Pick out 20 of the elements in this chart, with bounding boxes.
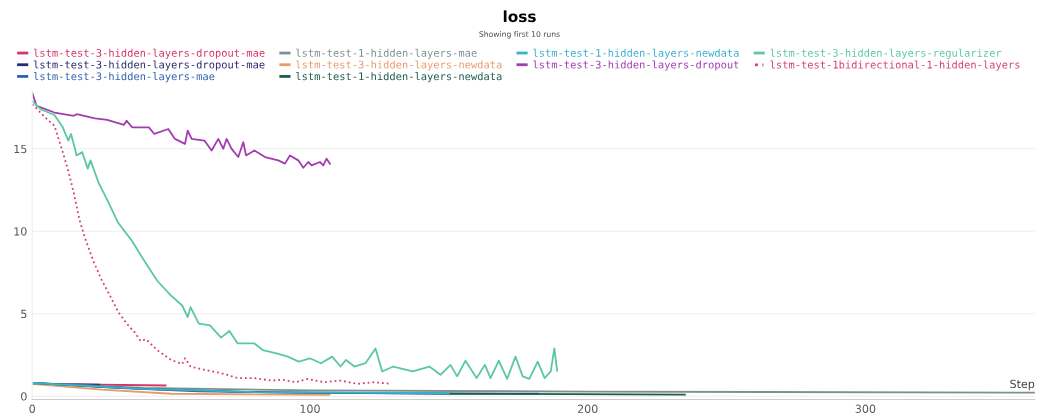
chart-title: loss	[503, 10, 536, 23]
x-tick-label: 200	[577, 404, 598, 413]
x-tick-label: 100	[300, 404, 320, 413]
legend-label: lstm-test-1bidirectional-1-hidden-layers	[770, 60, 1020, 71]
y-tick-label: 10	[14, 227, 27, 236]
x-tick-label: 0	[29, 404, 36, 413]
y-tick-label: 15	[14, 144, 27, 154]
y-tick-label: 0	[21, 392, 27, 401]
legend-label: lstm-test-3-hidden-layers-mae	[33, 72, 215, 83]
x-axis-title: Step	[1010, 379, 1035, 391]
legend-label: lstm-test-1-hidden-layers-newdata	[296, 72, 502, 83]
legend-label: lstm-test-3-hidden-layers-newdata	[296, 60, 502, 71]
legend-label: lstm-test-3-hidden-layers-regularizer	[770, 48, 1002, 59]
y-tick-label: 5	[21, 309, 27, 319]
legend-label: lstm-test-1-hidden-layers-mae	[296, 48, 477, 59]
legend-label: lstm-test-3-hidden-layers-dropout	[533, 60, 739, 71]
legend-label: lstm-test-3-hidden-layers-dropout-mae	[33, 60, 265, 71]
legend-label: lstm-test-1-hidden-layers-newdata	[533, 48, 739, 59]
legend-label: lstm-test-3-hidden-layers-dropout-mae	[33, 48, 265, 59]
x-tick-label: 300	[855, 404, 876, 413]
